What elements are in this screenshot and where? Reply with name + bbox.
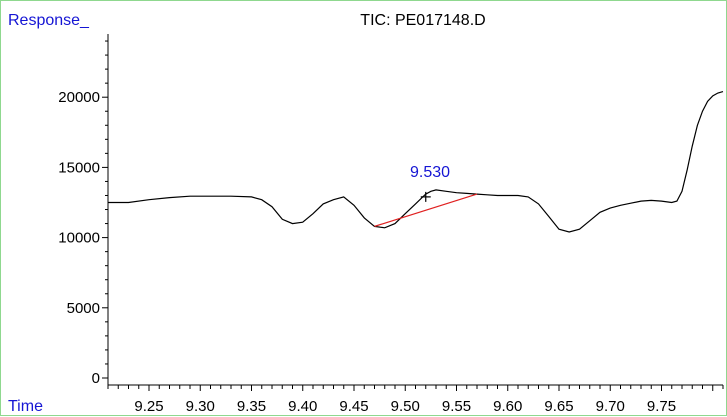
x-tick-label: 9.35 bbox=[237, 398, 266, 415]
chart-title: TIC: PE017148.D bbox=[360, 12, 485, 29]
x-tick-label: 9.45 bbox=[339, 398, 368, 415]
x-axis-label: Time bbox=[8, 398, 43, 415]
tic-series-line bbox=[108, 91, 724, 233]
y-tick-label: 5000 bbox=[67, 300, 100, 317]
y-tick-labels: 0 5000 10000 15000 20000 bbox=[58, 89, 100, 387]
x-tick-label: 9.65 bbox=[544, 398, 573, 415]
x-tick-label: 9.75 bbox=[647, 398, 676, 415]
y-tick-label: 10000 bbox=[58, 230, 100, 247]
integration-baseline bbox=[374, 193, 478, 227]
y-minor-ticks bbox=[102, 40, 108, 379]
peak-retention-label: 9.530 bbox=[410, 164, 450, 181]
x-tick-label: 9.30 bbox=[186, 398, 215, 415]
y-axis-label: Response_ bbox=[8, 12, 90, 29]
x-tick-label: 9.70 bbox=[596, 398, 625, 415]
x-tick-label: 9.55 bbox=[442, 398, 471, 415]
y-tick-label: 20000 bbox=[58, 89, 100, 106]
x-tick-label: 9.60 bbox=[493, 398, 522, 415]
y-tick-label: 0 bbox=[92, 370, 100, 387]
x-tick-label: 9.40 bbox=[288, 398, 317, 415]
x-tick-label: 9.25 bbox=[134, 398, 163, 415]
x-minor-ticks bbox=[107, 385, 724, 391]
y-tick-label: 15000 bbox=[58, 159, 100, 176]
x-tick-labels: 9.25 9.30 9.35 9.40 9.45 9.50 9.55 9.60 9.65 9.70… bbox=[134, 398, 676, 415]
x-tick-label: 9.50 bbox=[391, 398, 420, 415]
peak-marker-cross bbox=[420, 191, 431, 202]
